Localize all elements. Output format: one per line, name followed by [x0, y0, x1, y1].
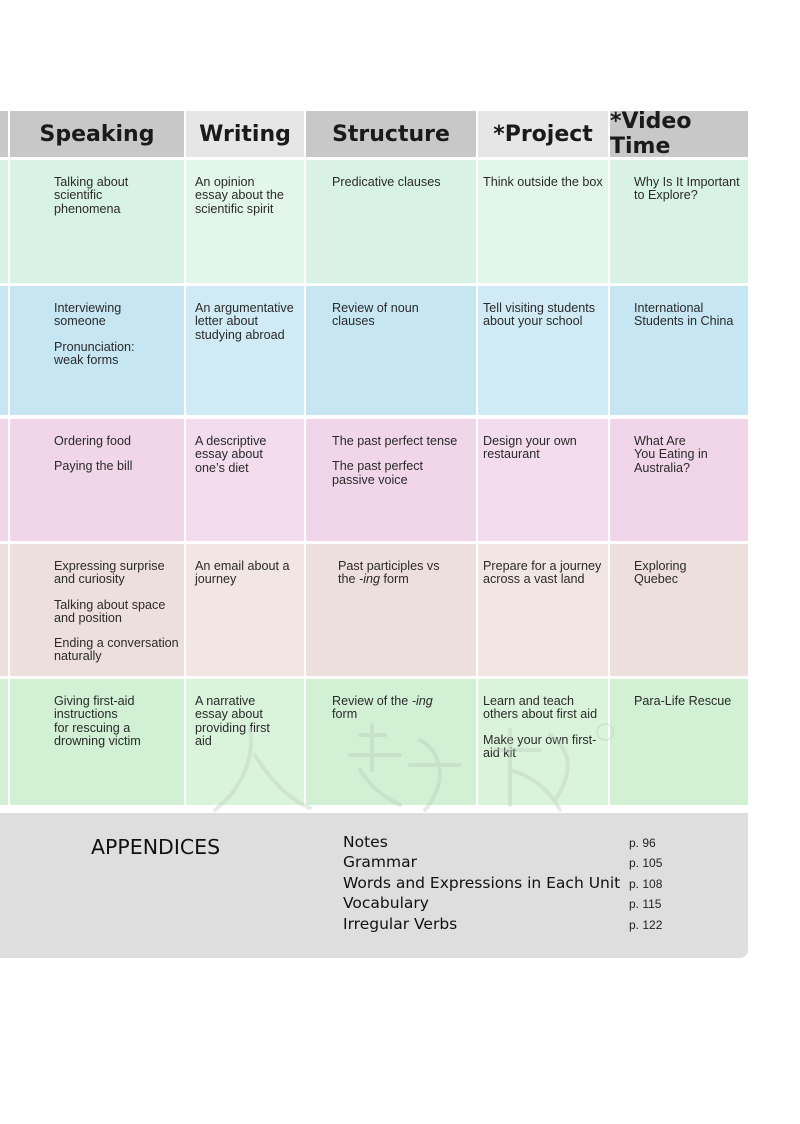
cell-text: Exploring Quebec — [634, 559, 687, 587]
cell-text: Design your own restaurant — [483, 434, 577, 462]
row-stub — [0, 679, 8, 805]
cell-video: Exploring Quebec — [610, 544, 748, 676]
cell-text: An argumentative letter about studying a… — [195, 301, 294, 342]
cell-project: Learn and teach others about first aid Ma… — [478, 679, 608, 805]
appendix-name: Notes — [343, 833, 388, 851]
contents-table: Speaking Writing Structure *Project *Vid… — [0, 109, 748, 159]
appendix-page: p. 108 — [629, 876, 663, 891]
cell-text: Pronunciation: weak forms — [54, 339, 135, 367]
cell-text: Para-Life Rescue — [634, 694, 732, 708]
cell-text: Predicative clauses — [332, 175, 441, 189]
cell-writing: An opinion essay about the scientific sp… — [186, 160, 304, 283]
appendix-page: p. 96 — [629, 836, 656, 850]
cell-text: What Are You Eating in Australia? — [634, 434, 708, 475]
header-writing: Writing — [186, 111, 304, 157]
appendix-name: Irregular Verbs — [343, 914, 458, 933]
cell-text: Make your own first- aid kit — [483, 732, 597, 760]
cell-text: International Students in China — [634, 301, 734, 329]
table-header: Speaking Writing Structure *Project *Vid… — [0, 109, 748, 159]
cell-structure: Review of the -ing form — [306, 679, 476, 805]
row-stub — [0, 286, 8, 415]
cell-video: Why Is It Important to Explore? — [610, 160, 748, 283]
appendix-name: Words and Expressions in Each Unit — [343, 873, 621, 892]
header-structure: Structure — [306, 111, 476, 157]
cell-text: Paying the bill — [54, 459, 133, 474]
appendix-name: Grammar — [343, 853, 417, 872]
table-row: Talking about scientific phenomena An opi… — [0, 160, 748, 283]
cell-video: Para-Life Rescue — [610, 679, 748, 805]
appendices-panel: APPENDICES Notes p. 96 Grammar p. 105 Words … — [0, 813, 748, 958]
cell-text: Learn and teach others about first aid — [483, 694, 598, 722]
cell-speaking: Talking about scientific phenomena — [10, 160, 184, 283]
cell-video: What Are You Eating in Australia? — [610, 419, 748, 541]
header-speaking: Speaking — [10, 111, 184, 157]
cell-text: Review of noun clauses — [332, 301, 419, 329]
cell-project: Design your own restaurant — [478, 419, 608, 541]
row-stub — [0, 544, 8, 676]
cell-structure: Past participles vs the -ing form — [306, 544, 476, 676]
header-stub — [0, 111, 8, 157]
row-stub — [0, 160, 8, 283]
header-video-time: *Video Time — [610, 109, 748, 159]
cell-text: Ordering food — [54, 434, 132, 448]
row-stub — [0, 419, 8, 541]
appendix-name: Vocabulary — [343, 894, 429, 913]
table-row: Giving first-aid instructions for rescui… — [0, 679, 748, 805]
cell-text: Prepare for a journey across a vast land — [483, 559, 602, 587]
appendices-list: Notes p. 96 Grammar p. 105 Words and Express… — [343, 833, 723, 935]
cell-speaking: Giving first-aid instructions for rescui… — [10, 679, 184, 805]
cell-project: Tell visiting students about your school — [478, 286, 608, 415]
appendix-page: p. 122 — [629, 917, 663, 932]
cell-writing: A narrative essay about providing first … — [186, 679, 304, 805]
cell-writing: An argumentative letter about studying a… — [186, 286, 304, 415]
table-row: Interviewing someone Pronunciation: weak … — [0, 286, 748, 415]
cell-structure: Review of noun clauses — [306, 286, 476, 415]
cell-text: Tell visiting students about your school — [483, 301, 595, 329]
cell-structure: Predicative clauses — [306, 160, 476, 283]
appendix-item: Irregular Verbs p. 122 — [343, 915, 723, 935]
cell-text: The past perfect tense — [332, 434, 458, 448]
cell-text: An opinion essay about the scientific sp… — [195, 175, 284, 216]
appendix-item: Vocabulary p. 115 — [343, 894, 723, 914]
cell-speaking: Expressing surprise and curiosity Talking… — [10, 544, 184, 676]
cell-project: Prepare for a journey across a vast land — [478, 544, 608, 676]
header-project: *Project — [478, 111, 608, 157]
appendix-page: p. 105 — [629, 856, 663, 871]
cell-text: Expressing surprise and curiosity — [54, 559, 165, 587]
cell-text: Think outside the box — [483, 175, 603, 189]
cell-text: Ending a conversation naturally — [54, 636, 179, 664]
appendix-page: p. 115 — [629, 897, 662, 912]
cell-structure: The past perfect tense The past perfect p… — [306, 419, 476, 541]
cell-project: Think outside the box — [478, 160, 608, 283]
appendices-title: APPENDICES — [91, 835, 221, 859]
cell-text: Past participles vs the -ing form — [338, 559, 440, 587]
cell-text: Talking about scientific phenomena — [54, 175, 129, 216]
cell-text: The past perfect passive voice — [332, 459, 424, 487]
cell-text: Review of the -ing form — [332, 694, 433, 722]
cell-video: International Students in China — [610, 286, 748, 415]
cell-text: A narrative essay about providing first … — [195, 694, 270, 748]
table-row: Expressing surprise and curiosity Talking… — [0, 544, 748, 676]
cell-writing: A descriptive essay about one’s diet — [186, 419, 304, 541]
cell-text: A descriptive essay about one’s diet — [195, 434, 267, 475]
cell-speaking: Interviewing someone Pronunciation: weak … — [10, 286, 184, 415]
cell-speaking: Ordering food Paying the bill — [10, 419, 184, 541]
cell-text: Giving first-aid instructions for rescui… — [54, 694, 141, 748]
cell-text: Interviewing someone — [54, 301, 122, 329]
cell-text: Why Is It Important to Explore? — [634, 175, 740, 203]
appendix-item: Words and Expressions in Each Unit p. 108 — [343, 874, 723, 894]
appendix-item: Notes p. 96 — [343, 833, 723, 853]
table-row: Ordering food Paying the bill A descriptiv… — [0, 419, 748, 541]
cell-writing: An email about a journey — [186, 544, 304, 676]
cell-text: An email about a journey — [195, 559, 290, 587]
appendix-item: Grammar p. 105 — [343, 853, 723, 873]
cell-text: Talking about space and position — [54, 597, 166, 625]
